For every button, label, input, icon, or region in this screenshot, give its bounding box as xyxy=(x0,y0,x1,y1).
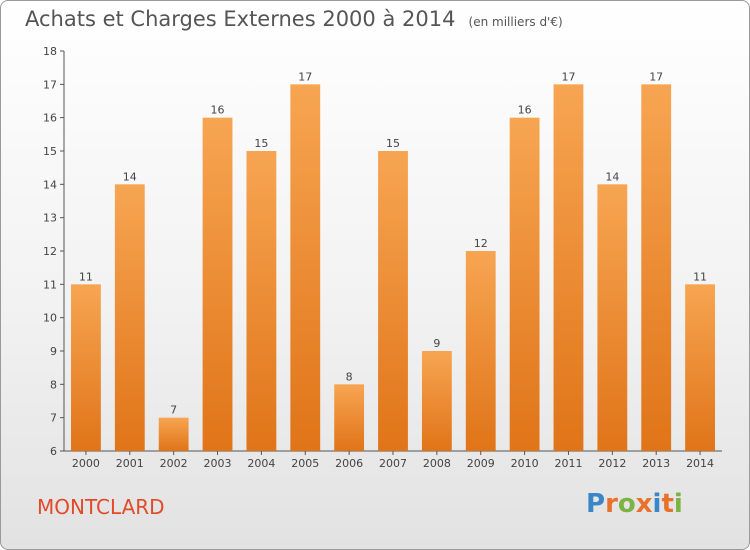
chart-title-text: Achats et Charges Externes 2000 à 2014 xyxy=(25,7,456,31)
data-label: 11 xyxy=(79,270,93,283)
x-tick-label: 2004 xyxy=(247,457,275,470)
data-label: 11 xyxy=(693,270,707,283)
bar xyxy=(378,151,408,451)
bar xyxy=(465,251,496,451)
logo-letter: i xyxy=(673,489,683,519)
unit-note: (en milliers d'€) xyxy=(468,15,563,29)
bar xyxy=(202,117,233,452)
y-tick-label: 18 xyxy=(43,45,57,58)
chart-title: Achats et Charges Externes 2000 à 2014 (… xyxy=(25,7,563,31)
x-tick-label: 2002 xyxy=(160,457,188,470)
x-tick-label: 2012 xyxy=(598,457,626,470)
x-tick-label: 2007 xyxy=(379,457,407,470)
y-tick-label: 9 xyxy=(50,345,57,358)
bar xyxy=(290,84,321,451)
x-tick-label: 2006 xyxy=(335,457,363,470)
bar xyxy=(421,351,452,451)
x-tick-label: 2001 xyxy=(116,457,144,470)
bar xyxy=(553,84,584,451)
y-tick-label: 10 xyxy=(43,312,57,325)
logo-letter: t xyxy=(661,489,674,519)
y-tick-label: 12 xyxy=(43,245,57,258)
y-tick-label: 14 xyxy=(43,178,57,191)
y-tick-label: 8 xyxy=(50,378,57,391)
bar xyxy=(509,117,540,452)
x-tick-label: 2011 xyxy=(554,457,582,470)
x-tick-label: 2003 xyxy=(204,457,232,470)
data-label: 14 xyxy=(123,170,137,183)
data-label: 12 xyxy=(474,237,488,250)
x-tick-label: 2010 xyxy=(511,457,539,470)
bar xyxy=(114,184,145,452)
plot-area: 6 7 8 9 10 11 12 13 14 15 16 17 18 11 2000 14 2001 7 2002 1… xyxy=(43,45,722,470)
data-label: 9 xyxy=(433,337,440,350)
data-label: 14 xyxy=(605,170,619,183)
data-label: 15 xyxy=(386,137,400,150)
x-tick-label: 2008 xyxy=(423,457,451,470)
x-tick-label: 2000 xyxy=(72,457,100,470)
bar xyxy=(597,184,628,452)
logo-letter: x xyxy=(635,489,653,519)
logo-letter: i xyxy=(652,489,662,519)
x-tick-label: 2005 xyxy=(291,457,319,470)
x-tick-label: 2013 xyxy=(642,457,670,470)
data-label: 7 xyxy=(170,404,177,417)
logo-letter: P xyxy=(586,489,606,519)
proxiti-logo: Proxiti xyxy=(586,489,683,519)
y-tick-label: 11 xyxy=(43,278,57,291)
y-tick-label: 15 xyxy=(43,145,57,158)
bar xyxy=(246,151,277,451)
bar xyxy=(71,284,101,451)
data-label: 16 xyxy=(518,104,532,117)
bar xyxy=(158,417,189,451)
bar xyxy=(641,84,672,451)
bar xyxy=(334,384,365,451)
y-tick-label: 7 xyxy=(50,412,57,425)
y-tick-label: 16 xyxy=(43,112,57,125)
data-label: 17 xyxy=(649,70,663,83)
data-label: 15 xyxy=(254,137,268,150)
data-label: 17 xyxy=(561,70,575,83)
x-tick-label: 2009 xyxy=(467,457,495,470)
data-label: 8 xyxy=(346,370,353,383)
data-label: 16 xyxy=(211,104,225,117)
bar xyxy=(685,284,715,451)
city-name: MONTCLARD xyxy=(37,495,165,519)
y-tick-label: 17 xyxy=(43,78,57,91)
logo-letter: o xyxy=(617,489,636,519)
y-tick-label: 6 xyxy=(50,445,57,458)
logo-letter: r xyxy=(605,489,618,519)
data-label: 17 xyxy=(298,70,312,83)
x-tick-label: 2014 xyxy=(686,457,714,470)
y-tick-label: 13 xyxy=(43,212,57,225)
